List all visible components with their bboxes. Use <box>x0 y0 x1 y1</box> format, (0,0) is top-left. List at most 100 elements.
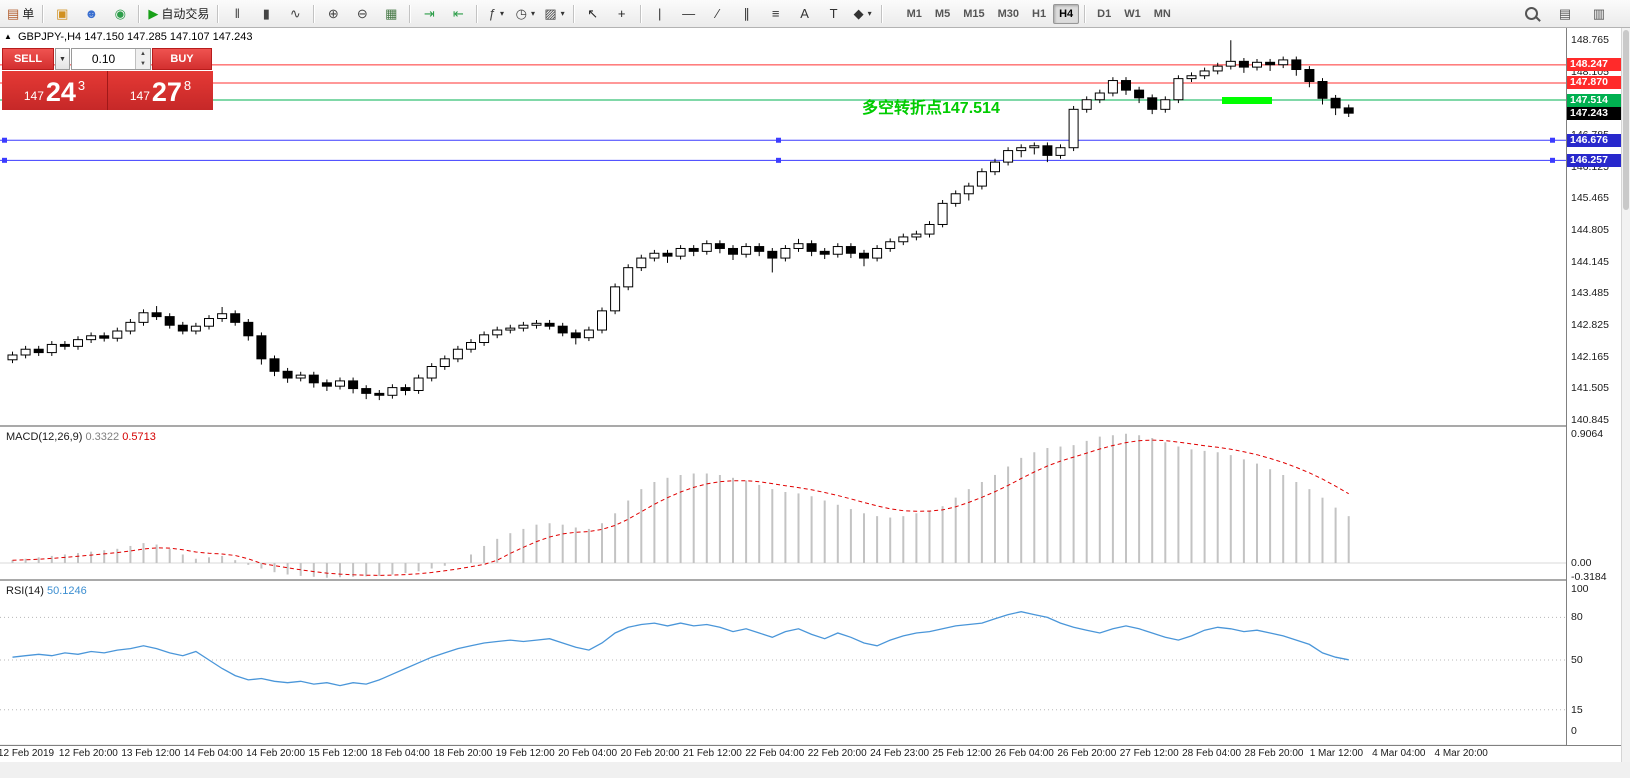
zoom-out-button[interactable]: ⊖ <box>348 2 376 26</box>
mql5-icon[interactable]: ◉ <box>106 2 134 26</box>
label-button[interactable]: T <box>820 2 848 26</box>
cursor-button[interactable]: ↖ <box>579 2 607 26</box>
periods-button[interactable]: ◷ ▾ <box>511 2 539 26</box>
time-tick-label: 28 Feb 20:00 <box>1244 748 1304 759</box>
oneclick-collapse-button[interactable]: ▲ <box>4 32 12 41</box>
time-axis[interactable]: 12 Feb 2019 12 Feb 20:00 13 Feb 12:00 14 Fe… <box>0 745 1621 762</box>
toolbar-separator <box>217 4 220 23</box>
volume-input[interactable] <box>72 49 135 69</box>
auto-scroll-glyph: ⇥ <box>423 6 435 21</box>
chart-shift-button[interactable]: ⇤ <box>444 2 472 26</box>
volume-up-button[interactable]: ▲ <box>136 49 150 59</box>
price-tag: 147.870 <box>1567 76 1621 90</box>
vertical-line-button[interactable]: | <box>646 2 674 26</box>
periods-glyph: ◷ <box>515 6 527 21</box>
indicators-button[interactable]: ƒ ▾ <box>482 2 510 26</box>
auto-scroll-button[interactable]: ⇥ <box>415 2 443 26</box>
crosshair-glyph: + <box>617 6 626 21</box>
rsi-canvas[interactable] <box>0 581 1566 744</box>
main-chart-canvas[interactable] <box>0 28 1566 425</box>
panel-divider[interactable] <box>0 425 1621 427</box>
price-tag: 146.676 <box>1567 133 1621 147</box>
text-button[interactable]: A <box>791 2 819 26</box>
windows-cascade-icon[interactable]: ▥ <box>1585 2 1613 26</box>
annotation-text[interactable]: 多空转折点147.514 <box>862 100 1000 117</box>
fibonacci-glyph: ≡ <box>771 6 780 21</box>
channel-button[interactable]: ∥ <box>733 2 761 26</box>
volume-down-button[interactable]: ▼ <box>136 59 150 69</box>
main-chart-panel[interactable] <box>0 28 1566 425</box>
buy-price-display[interactable]: 147 27 8 <box>107 71 213 110</box>
time-tick-label: 25 Feb 12:00 <box>932 748 992 759</box>
timeframe-w1-button[interactable]: W1 <box>1124 7 1141 20</box>
macd-canvas[interactable] <box>0 427 1566 579</box>
line-chart-icon-glyph: ∿ <box>289 6 301 21</box>
price-tick-label: 148.105 <box>1571 65 1609 78</box>
sell-price-display[interactable]: 147 24 3 <box>2 71 107 110</box>
support-line-2-handle[interactable] <box>2 157 7 163</box>
price-tick-label: 140.845 <box>1571 414 1609 426</box>
horizontal-line-glyph: ― <box>682 6 696 21</box>
arrows-button[interactable]: ◆ ▾ <box>849 2 877 26</box>
rsi-panel[interactable] <box>0 581 1566 744</box>
candlestick-chart-icon[interactable]: ▮ <box>252 2 280 26</box>
horizontal-line-button[interactable]: ― <box>675 2 703 26</box>
order-type-dropdown[interactable]: ▼ <box>55 48 70 70</box>
time-tick-label: 14 Feb 04:00 <box>183 748 243 759</box>
buy-button[interactable]: BUY <box>152 48 212 70</box>
timeframe-m1-button[interactable]: M1 <box>906 7 922 20</box>
accounts-icon[interactable]: ▣ <box>48 2 76 26</box>
highlight-bar[interactable] <box>1222 96 1272 104</box>
support-line-2-handle[interactable] <box>1550 157 1555 163</box>
autotrading-button[interactable]: ▶ 自动交易 <box>144 2 213 26</box>
accounts-icon-glyph: ▣ <box>56 6 69 21</box>
support-line-1-handle[interactable] <box>1550 137 1555 143</box>
timeframe-mn-button[interactable]: MN <box>1153 7 1171 20</box>
new-order-glyph: ▤ <box>7 6 20 21</box>
support-line-1-handle[interactable] <box>2 137 7 143</box>
vertical-line-glyph: | <box>657 6 662 21</box>
line-chart-icon[interactable]: ∿ <box>281 2 309 26</box>
zoom-out-glyph: ⊖ <box>356 6 368 21</box>
buy-price-big: 27 <box>151 77 182 107</box>
candlestick-chart-icon-glyph: ▮ <box>262 6 270 21</box>
support-line-1-handle[interactable] <box>776 137 781 143</box>
volume-spinner: ▲ ▼ <box>135 49 150 69</box>
bar-chart-icon[interactable]: ‖ <box>223 2 251 26</box>
price-axis[interactable]: 148.765148.105147.445146.785146.125145.4… <box>1566 28 1621 745</box>
current-price-tag: 147.243 <box>1567 106 1621 120</box>
channel-glyph: ∥ <box>743 6 750 21</box>
timeframe-m30-button[interactable]: M30 <box>997 7 1020 20</box>
time-tick-label: 24 Feb 23:00 <box>870 748 930 759</box>
vertical-scrollbar[interactable] <box>1621 28 1630 762</box>
crosshair-button[interactable]: + <box>608 2 636 26</box>
timeframe-m15-button[interactable]: M15 <box>963 7 985 20</box>
sell-price-big: 24 <box>45 77 76 107</box>
sell-button[interactable]: SELL <box>2 48 54 70</box>
timeframe-h4-button[interactable]: H4 <box>1053 3 1080 24</box>
chevron-down-icon: ▾ <box>867 8 872 18</box>
timeframe-d1-button[interactable]: D1 <box>1097 7 1112 20</box>
label-glyph: T <box>829 6 838 21</box>
panel-divider[interactable] <box>0 579 1621 581</box>
timeframe-m5-button[interactable]: M5 <box>934 7 951 20</box>
scrollbar-thumb[interactable] <box>1623 30 1629 210</box>
tile-windows-icon[interactable]: ▦ <box>377 2 405 26</box>
trendline-button[interactable]: ∕ <box>704 2 732 26</box>
toolbar-separator <box>880 4 883 23</box>
chevron-down-icon: ▾ <box>530 8 535 18</box>
community-icon[interactable]: ☻ <box>77 2 105 26</box>
macd-panel[interactable] <box>0 427 1566 579</box>
new-order-button[interactable]: ▤ 单 <box>3 2 38 26</box>
timeframe-h1-button[interactable]: H1 <box>1032 7 1047 20</box>
windows-tile-icon[interactable]: ▤ <box>1551 2 1579 26</box>
zoom-in-button[interactable]: ⊕ <box>319 2 347 26</box>
zoom-in-glyph: ⊕ <box>327 6 339 21</box>
support-line-2-handle[interactable] <box>776 157 781 163</box>
toolbar-separator <box>572 4 575 23</box>
templates-button[interactable]: ▨ ▾ <box>540 2 568 26</box>
time-tick-label: 18 Feb 04:00 <box>370 748 430 759</box>
fibonacci-button[interactable]: ≡ <box>762 2 790 26</box>
search-button[interactable] <box>1517 2 1545 26</box>
macd-name: MACD(12,26,9) <box>6 431 83 443</box>
